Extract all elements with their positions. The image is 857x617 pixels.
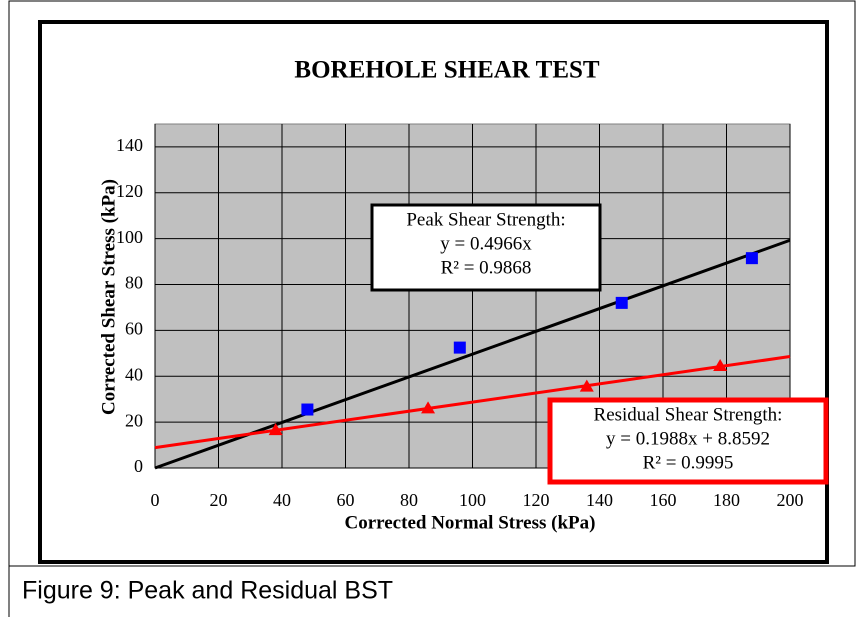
x-tick-label: 180 — [713, 490, 740, 510]
x-tick-label: 200 — [777, 490, 804, 510]
annotation-text: y = 0.4966x — [440, 233, 532, 254]
y-tick-label: 20 — [125, 410, 143, 430]
annotation-text: R² = 0.9868 — [441, 257, 532, 278]
x-tick-label: 0 — [151, 490, 160, 510]
x-axis-title: Corrected Normal Stress (kPa) — [345, 512, 596, 533]
y-tick-label: 80 — [125, 273, 143, 293]
y-tick-label: 60 — [125, 319, 143, 339]
y-axis-title: Corrected Shear Stress (kPa) — [98, 179, 119, 415]
y-tick-label: 140 — [116, 135, 143, 155]
x-tick-label: 120 — [523, 490, 550, 510]
x-tick-label: 60 — [337, 490, 355, 510]
point — [268, 423, 283, 436]
annotation-box — [370, 203, 602, 292]
annotation-text: R² = 0.9995 — [643, 452, 734, 473]
x-tick-label: 160 — [650, 490, 677, 510]
y-tick-label: 100 — [116, 227, 143, 247]
x-tick-label: 40 — [273, 490, 291, 510]
y-tick-label: 40 — [125, 364, 143, 384]
page-frame — [8, 0, 856, 617]
x-tick-label: 140 — [586, 490, 613, 510]
y-tick-label: 0 — [134, 456, 143, 476]
trend-line — [154, 355, 791, 450]
annotation-box — [547, 397, 829, 485]
trend-line — [154, 238, 791, 470]
caption: Figure 9: Peak and Residual BST — [22, 577, 393, 605]
x-tick-label: 80 — [400, 490, 418, 510]
annotation-text: y = 0.1988x + 8.8592 — [606, 428, 770, 449]
annotation-text: Peak Shear Strength: — [406, 209, 565, 230]
point — [615, 296, 628, 309]
point — [453, 341, 466, 354]
x-tick-label: 20 — [210, 490, 228, 510]
point — [301, 403, 314, 416]
y-tick-label: 120 — [116, 181, 143, 201]
point — [713, 358, 728, 371]
point — [579, 379, 594, 392]
annotation-text: Residual Shear Strength: — [594, 404, 783, 425]
point — [421, 401, 436, 414]
point — [745, 252, 758, 265]
chart-title: BOREHOLE SHEAR TEST — [294, 57, 600, 84]
x-tick-label: 100 — [459, 490, 486, 510]
